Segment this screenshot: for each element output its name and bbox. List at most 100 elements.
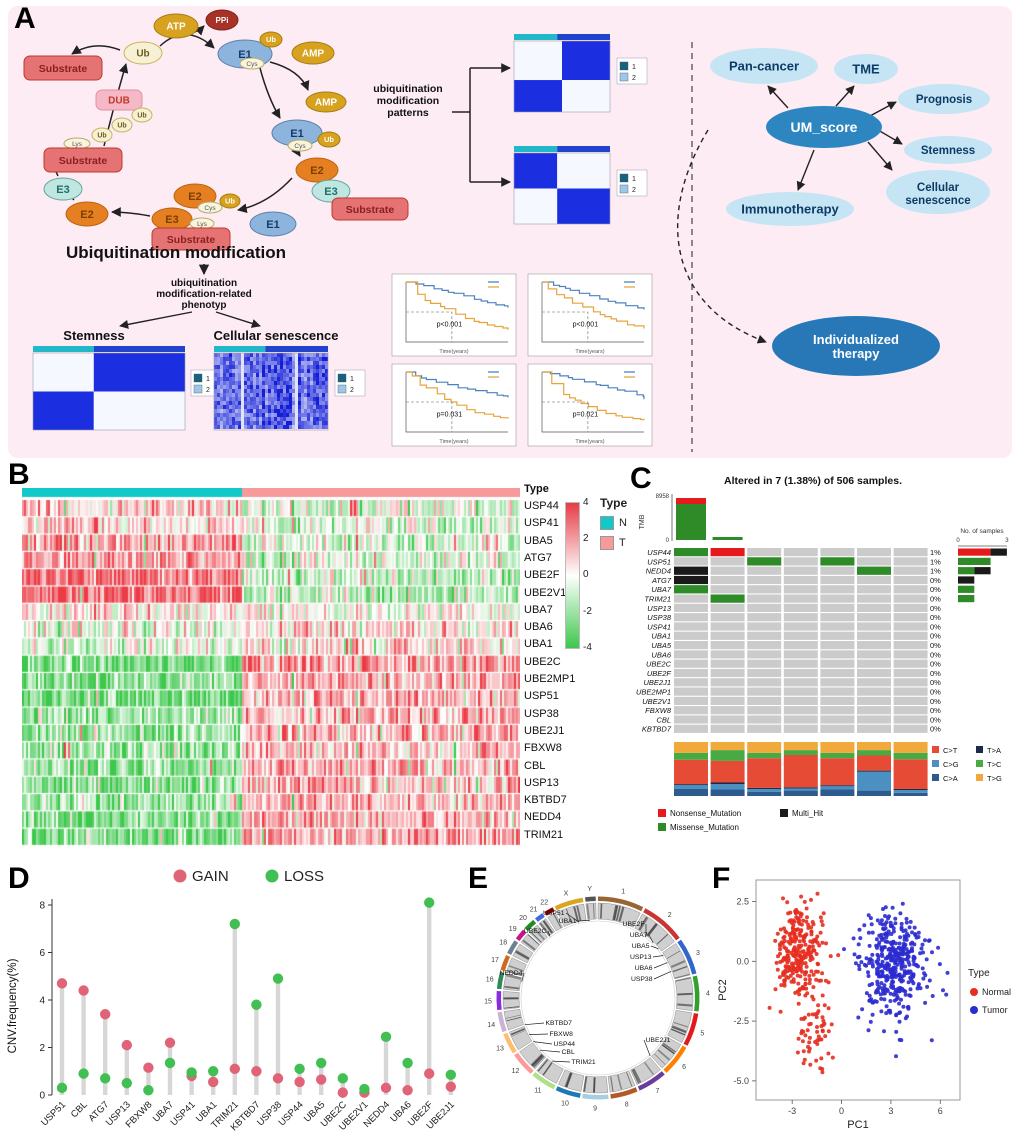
heatmap-colorbar <box>565 502 580 649</box>
svg-text:Multi_Hit: Multi_Hit <box>792 809 824 818</box>
svg-text:Cellular: Cellular <box>917 182 960 194</box>
heatmap-gene-label: UBE2C <box>524 655 561 668</box>
svg-text:-5.0: -5.0 <box>733 1076 749 1086</box>
km-survival-plot: p<0.001 Time(years) <box>391 273 517 357</box>
svg-text:UBA7: UBA7 <box>651 585 671 594</box>
svg-text:TRIM21: TRIM21 <box>572 1059 596 1066</box>
svg-text:10: 10 <box>561 1100 569 1107</box>
bubble-tme: TME <box>834 54 898 84</box>
svg-text:3: 3 <box>888 1106 893 1116</box>
svg-text:0%: 0% <box>930 622 941 631</box>
svg-text:0: 0 <box>666 538 670 544</box>
svg-text:E2: E2 <box>80 209 93 221</box>
svg-text:USP44: USP44 <box>554 1041 576 1048</box>
svg-text:Missense_Mutation: Missense_Mutation <box>670 823 739 832</box>
svg-text:0%: 0% <box>930 697 941 706</box>
svg-text:Stemness: Stemness <box>63 328 124 343</box>
svg-text:GAIN: GAIN <box>192 868 229 885</box>
svg-text:modification: modification <box>377 95 439 107</box>
svg-text:CNV.frequency(%): CNV.frequency(%) <box>7 958 19 1053</box>
svg-text:2: 2 <box>206 387 210 394</box>
heatmap-gene-label: USP51 <box>524 690 559 703</box>
svg-text:Stemness: Stemness <box>921 145 975 157</box>
svg-text:Time(years): Time(years) <box>575 439 604 445</box>
svg-text:Ub: Ub <box>137 113 146 120</box>
svg-text:UBE2C: UBE2C <box>646 660 672 669</box>
heatmap-type-legend: Type N T <box>600 496 627 556</box>
svg-text:PPi: PPi <box>216 16 229 25</box>
svg-text:UBE2F: UBE2F <box>623 921 645 928</box>
type-n-label: N <box>619 517 627 529</box>
ubiquitination-cycle: ATP PPi Ub E1 Ub Cys AMP AMP Substrate DUB Ub Ub Ub L… <box>23 9 409 343</box>
cycle-node-e1: E1 <box>249 211 297 237</box>
svg-text:1: 1 <box>206 376 210 383</box>
svg-text:LOSS: LOSS <box>284 868 324 885</box>
type-t-label: T <box>619 537 626 549</box>
svg-text:22: 22 <box>540 900 548 907</box>
svg-text:Cellular senescence: Cellular senescence <box>213 328 338 343</box>
oncoprint-graphic: Altered in 7 (1.38%) of 506 samples. 8958… <box>636 475 1009 832</box>
heatmap-gene-label: UBE2J1 <box>524 724 565 737</box>
svg-text:E2: E2 <box>188 191 201 203</box>
svg-text:UBA1: UBA1 <box>651 632 671 641</box>
heatmap-gene-label: UBE2MP1 <box>524 673 576 685</box>
svg-text:1: 1 <box>632 176 636 183</box>
svg-text:2: 2 <box>668 912 672 919</box>
pca-legend: Type Normal Tumor <box>968 968 1011 1015</box>
cluster-legend: 12 <box>616 57 648 85</box>
svg-text:PC1: PC1 <box>847 1119 868 1131</box>
svg-text:1%: 1% <box>930 557 941 566</box>
cycle-node-e3: E3 <box>311 179 351 203</box>
heatmap-gene-label: UBE2F <box>524 569 560 582</box>
svg-text:Pan-cancer: Pan-cancer <box>729 59 799 74</box>
svg-text:E3: E3 <box>56 184 69 196</box>
cycle-node-ub: Ub <box>131 107 153 123</box>
colorbar-tick: 4 <box>583 497 589 508</box>
circos-plot: 12345678910111213141516171819202122XYUSP… <box>484 886 710 1113</box>
panel-f-label: F <box>712 862 731 895</box>
panel-d-cnv-lollipop: D GAIN LOSS 0 2 4 6 8 CNV.frequency(%) USP51 CBL A… <box>0 856 480 1132</box>
svg-text:Substrate: Substrate <box>39 63 88 75</box>
heatmap-gene-label: FBXW8 <box>524 742 562 755</box>
svg-text:Cys: Cys <box>204 205 216 212</box>
heatmap-gene-label: TRIM21 <box>524 828 564 841</box>
svg-text:therapy: therapy <box>833 346 881 361</box>
svg-text:NEDD4: NEDD4 <box>499 970 522 977</box>
type-legend-row-t: T <box>600 536 627 550</box>
svg-text:Ub: Ub <box>97 133 106 140</box>
cluster-legend: 12 <box>334 369 366 397</box>
svg-text:Ub: Ub <box>136 49 149 60</box>
svg-text:15: 15 <box>484 998 492 1005</box>
svg-text:0%: 0% <box>930 585 941 594</box>
svg-text:Individualized: Individualized <box>813 332 899 347</box>
svg-text:0%: 0% <box>930 604 941 613</box>
km-survival-plot: p=0.021 Time(years) <box>527 363 653 447</box>
panel-f-pca: F -3 0 3 6 2.5 0.0 -2.5 -5.0 PC1 PC2 Type Normal Tum… <box>712 856 1020 1132</box>
svg-text:8958: 8958 <box>656 494 670 500</box>
svg-text:USP13: USP13 <box>630 954 652 961</box>
svg-text:1%: 1% <box>930 567 941 576</box>
svg-text:0%: 0% <box>930 688 941 697</box>
svg-text:USP51: USP51 <box>543 910 565 917</box>
mutation-type-legend: Nonsense_Mutation Multi_Hit Missense_Mutat… <box>658 809 824 832</box>
svg-text:0: 0 <box>839 1106 844 1116</box>
svg-text:Substrate: Substrate <box>346 204 395 216</box>
svg-text:0.0: 0.0 <box>736 956 749 966</box>
svg-text:7: 7 <box>655 1088 659 1095</box>
svg-text:modification-related: modification-related <box>156 289 252 300</box>
svg-text:E3: E3 <box>165 214 178 226</box>
svg-text:C>T: C>T <box>943 746 958 755</box>
svg-text:1: 1 <box>632 64 636 71</box>
heatmap-gene-label: UBA5 <box>524 534 553 547</box>
heatmap-gene-label: CBL <box>524 759 546 772</box>
expression-heatmap <box>22 488 520 846</box>
svg-text:2: 2 <box>632 187 636 194</box>
heatmap-gene-label: USP38 <box>524 707 559 720</box>
svg-text:E1: E1 <box>266 219 279 231</box>
svg-text:2: 2 <box>350 387 354 394</box>
panel-e-circos: E 1 2 3 4 5 6 7 8 9 10 11 12 13 14 15 16 17 18 19 20 21 22 X Y U… <box>468 856 728 1132</box>
panel-c-label: C <box>630 462 652 495</box>
cycle-node-ub: Ub <box>111 117 133 133</box>
svg-text:No. of samples: No. of samples <box>960 528 1004 535</box>
svg-text:E1: E1 <box>290 128 303 140</box>
